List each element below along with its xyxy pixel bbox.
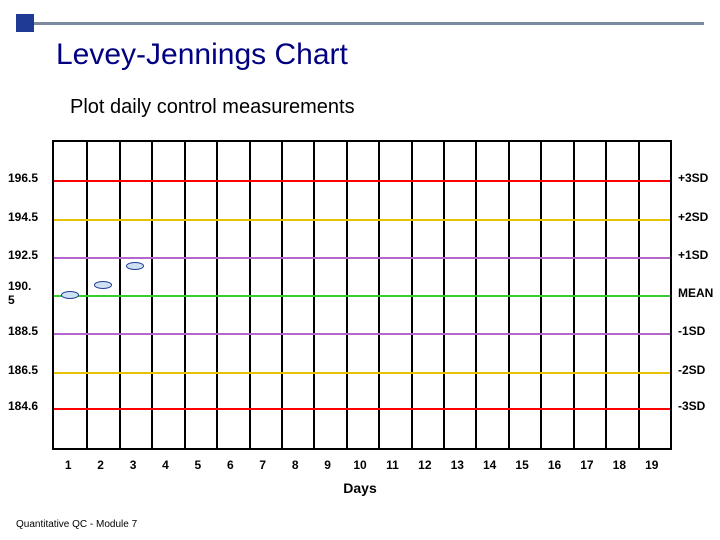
y-tick-label: 190. 5 bbox=[0, 279, 58, 307]
data-point bbox=[94, 281, 112, 289]
x-tick-label: 1 bbox=[65, 458, 72, 472]
x-tick-label: 2 bbox=[97, 458, 104, 472]
levey-jennings-chart: Days 196.5+3SD194.5+2SD192.5+1SD190. 5ME… bbox=[0, 140, 720, 470]
x-tick-label: 6 bbox=[227, 458, 234, 472]
sd-label: +3SD bbox=[678, 171, 718, 185]
x-tick-label: 11 bbox=[386, 458, 399, 472]
sd-line bbox=[54, 408, 670, 410]
x-tick-label: 10 bbox=[353, 458, 366, 472]
x-axis-title: Days bbox=[0, 480, 720, 496]
sd-line bbox=[54, 257, 670, 259]
sd-line bbox=[54, 219, 670, 221]
sd-label: -2SD bbox=[678, 363, 718, 377]
y-tick-label: 184.6 bbox=[0, 399, 58, 413]
sd-label: MEAN bbox=[678, 286, 718, 300]
sd-line bbox=[54, 333, 670, 335]
x-tick-label: 15 bbox=[515, 458, 528, 472]
sd-line bbox=[54, 180, 670, 182]
sd-label: +1SD bbox=[678, 248, 718, 262]
x-tick-label: 3 bbox=[130, 458, 137, 472]
y-tick-label: 192.5 bbox=[0, 248, 58, 262]
x-tick-label: 17 bbox=[580, 458, 593, 472]
sd-label: -1SD bbox=[678, 324, 718, 338]
x-tick-label: 19 bbox=[645, 458, 658, 472]
sd-label: -3SD bbox=[678, 399, 718, 413]
slide-title: Levey-Jennings Chart bbox=[56, 38, 348, 72]
y-tick-label: 188.5 bbox=[0, 324, 58, 338]
slide-root: { "accent": { "color": "#1f3a93", "line_… bbox=[0, 0, 720, 540]
x-tick-label: 5 bbox=[195, 458, 202, 472]
x-tick-label: 4 bbox=[162, 458, 169, 472]
y-tick-label: 196.5 bbox=[0, 171, 58, 185]
sd-line bbox=[54, 295, 670, 297]
x-tick-label: 16 bbox=[548, 458, 561, 472]
x-tick-label: 8 bbox=[292, 458, 299, 472]
x-tick-label: 18 bbox=[613, 458, 626, 472]
footer-text: Quantitative QC - Module 7 bbox=[16, 519, 137, 530]
x-tick-label: 7 bbox=[259, 458, 266, 472]
plot-area bbox=[52, 140, 672, 450]
accent-square bbox=[16, 14, 34, 32]
y-tick-label: 194.5 bbox=[0, 210, 58, 224]
x-tick-label: 12 bbox=[418, 458, 431, 472]
x-tick-label: 9 bbox=[324, 458, 331, 472]
x-tick-label: 13 bbox=[451, 458, 464, 472]
data-point bbox=[61, 291, 79, 299]
sd-line bbox=[54, 372, 670, 374]
y-tick-label: 186.5 bbox=[0, 363, 58, 377]
slide-subtitle: Plot daily control measurements bbox=[70, 96, 355, 119]
x-tick-label: 14 bbox=[483, 458, 496, 472]
accent-line bbox=[34, 22, 704, 25]
data-point bbox=[126, 262, 144, 270]
sd-label: +2SD bbox=[678, 210, 718, 224]
